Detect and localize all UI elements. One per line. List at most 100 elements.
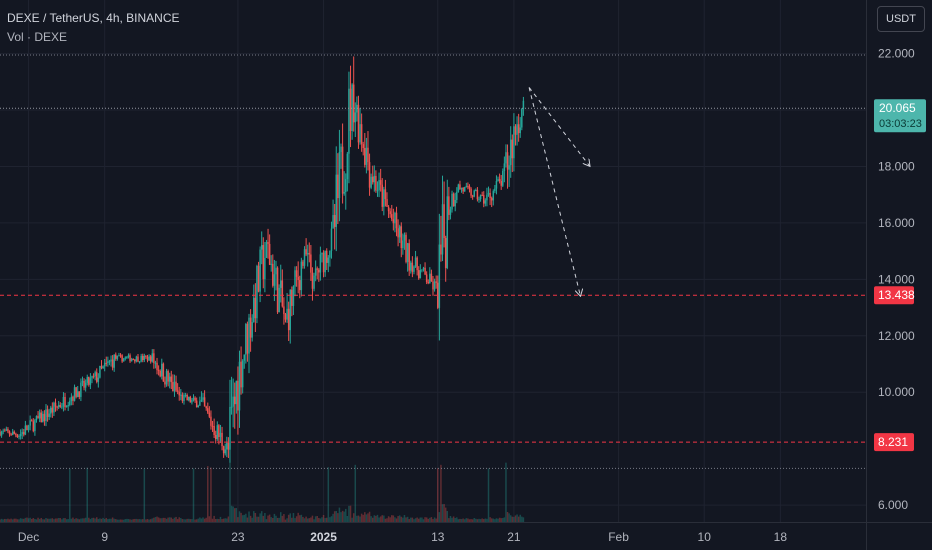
volume-bar: [514, 515, 517, 522]
candle-body: [168, 376, 171, 382]
level-price-tag: [874, 433, 914, 452]
volume-bar: [56, 518, 58, 522]
candle-body: [468, 186, 471, 189]
candle-body: [156, 362, 158, 371]
candle-body: [23, 432, 25, 435]
volume-bar: [127, 519, 130, 522]
volume-bar: [433, 517, 436, 522]
candle-body: [237, 380, 239, 411]
candle-body: [500, 180, 502, 186]
candle-body: [199, 401, 201, 406]
volume-bar: [371, 517, 374, 522]
volume-bar: [170, 517, 173, 522]
volume-bar: [275, 515, 277, 522]
volume-bar: [165, 518, 168, 522]
candle-body: [56, 406, 58, 408]
candle-body: [462, 187, 464, 192]
candle-body: [230, 406, 233, 408]
volume-bar: [345, 508, 347, 522]
candle-body: [310, 254, 312, 273]
volume-bar: [500, 518, 502, 522]
candle-body: [276, 267, 279, 313]
candle-body: [54, 402, 57, 407]
candle-body: [332, 215, 334, 229]
volume-bar: [154, 517, 157, 522]
candle-body: [4, 430, 6, 432]
volume-bar: [88, 517, 90, 522]
volume-bar: [306, 518, 309, 522]
candle-body: [240, 361, 242, 388]
candle-body: [11, 431, 14, 436]
volume-bar: [430, 517, 433, 522]
volume-bar: [91, 517, 93, 522]
volume-bar: [370, 516, 372, 522]
volume-bar: [195, 519, 198, 522]
candle-body: [99, 365, 101, 378]
volume-bar: [270, 517, 272, 522]
candle-body: [275, 267, 277, 275]
candle-body: [406, 243, 409, 262]
volume-bar: [146, 518, 149, 522]
candle-body: [505, 152, 507, 164]
candle-body: [89, 378, 92, 385]
current-price-tag: [874, 99, 926, 133]
candle-body: [522, 100, 525, 110]
volume-bar: [365, 514, 368, 522]
candle-body: [476, 189, 479, 200]
candle-body: [121, 355, 123, 362]
candle-body: [119, 355, 122, 357]
volume-bar: [362, 514, 364, 522]
volume-bar: [83, 518, 85, 522]
volume-bar: [113, 518, 115, 522]
candle-body: [107, 361, 109, 363]
candle-body: [324, 250, 326, 273]
volume-bar: [232, 506, 234, 522]
candle-body: [392, 219, 395, 224]
candle-body: [205, 406, 207, 409]
candle-body: [302, 261, 304, 266]
candle-body: [513, 126, 515, 159]
volume-bar: [300, 514, 303, 522]
volume-bar: [349, 505, 352, 522]
candle-body: [349, 88, 352, 132]
candle-body: [143, 355, 146, 361]
volume-indicator-label[interactable]: Vol · DEXE: [7, 30, 68, 44]
candle-body: [62, 396, 65, 407]
symbol-title[interactable]: DEXE / TetherUS, 4h, BINANCE: [7, 11, 180, 25]
candle-body: [187, 396, 190, 401]
volume-bar: [110, 518, 112, 522]
volume-bar: [479, 519, 482, 522]
volume-bar: [322, 514, 325, 522]
candle-body: [232, 396, 234, 407]
currency-button[interactable]: USDT: [877, 6, 925, 32]
candle-body: [145, 355, 147, 358]
candle-body: [330, 228, 333, 251]
candle-body: [248, 317, 250, 354]
candle-body: [452, 193, 455, 207]
volume-bar: [264, 512, 266, 522]
candle-body: [362, 144, 364, 149]
candle-body: [18, 436, 20, 438]
candle-body: [254, 297, 257, 319]
candle-body: [61, 406, 63, 408]
candle-body: [162, 363, 165, 382]
candle-body: [367, 147, 369, 163]
volume-bar: [484, 518, 487, 522]
candle-body: [246, 323, 249, 354]
candle-body: [170, 376, 173, 383]
candle-body: [43, 413, 46, 421]
candle-body: [446, 196, 449, 268]
level-price-tag-label: 8.231: [878, 435, 908, 449]
volume-bar: [449, 515, 452, 522]
candle-body: [30, 420, 33, 422]
candle-body: [429, 273, 431, 284]
volume-bar: [194, 519, 196, 522]
volume-bar: [419, 517, 422, 522]
candle-body: [506, 152, 509, 170]
volume-bar: [116, 519, 119, 522]
candle-body: [7, 429, 9, 432]
volume-bar: [473, 518, 475, 522]
volume-bar: [294, 518, 296, 522]
